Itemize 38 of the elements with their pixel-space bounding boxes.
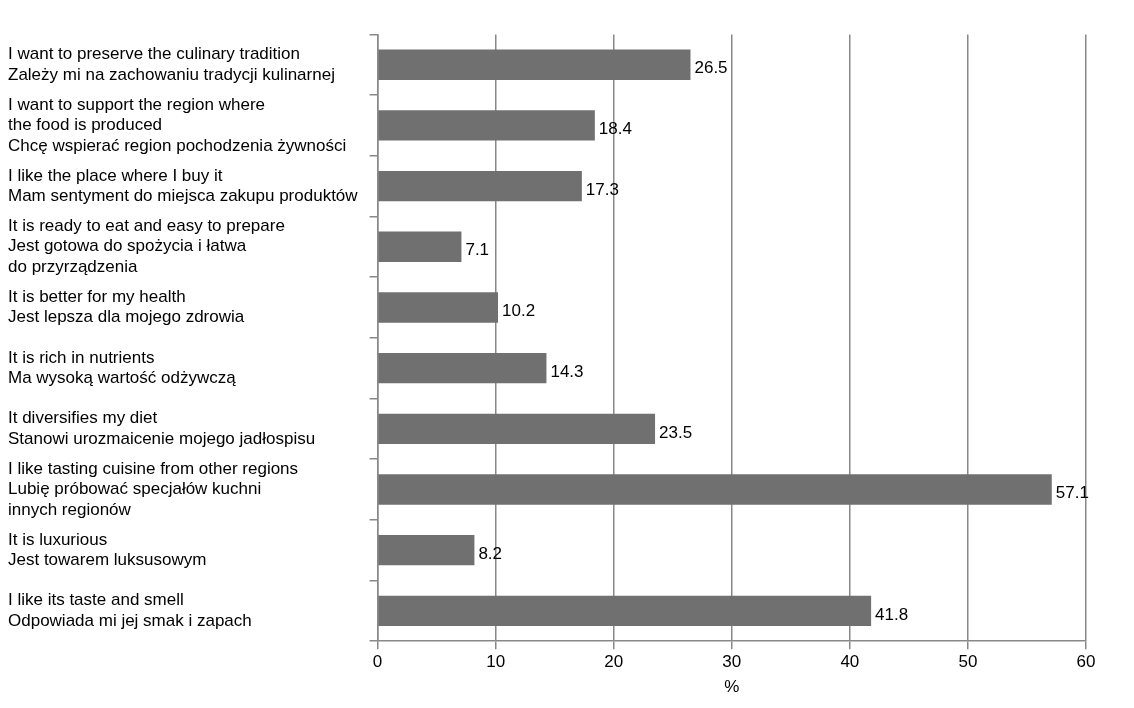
y-tick-label: I like the place where I buy it Mam sentyment do miejsca zakupu produktów bbox=[8, 165, 359, 205]
x-tick-label: 30 bbox=[722, 652, 742, 672]
y-tick-label: It is better for my health Jest lepsza dla mojego zdrowia bbox=[8, 286, 245, 327]
y-tick-label: I like its taste and smell Odpowiada mi jej smak i zapach bbox=[8, 590, 252, 630]
bar bbox=[378, 231, 462, 262]
bar bbox=[378, 595, 872, 627]
y-tick-label: It is luxurious Jest towarem luksusowym bbox=[8, 529, 207, 570]
y-tick-label: I like tasting cuisine from other regions Lubię próbować specjałów kuchni innych regionów bbox=[8, 458, 299, 519]
bar bbox=[378, 170, 582, 202]
y-tick-label: It diversifies my diet Stanowi urozmaicenie mojego jadłospisu bbox=[8, 408, 316, 448]
x-tick-label: 40 bbox=[840, 652, 860, 672]
x-axis-title: % bbox=[724, 677, 740, 697]
y-tick-label: I want to preserve the culinary tradition Zależy mi na zachowaniu tradycji kulinarnej bbox=[8, 44, 335, 84]
bar bbox=[378, 535, 475, 566]
bar bbox=[378, 292, 499, 323]
y-tick-label: I want to support the region where the food is produced Chcę wspierać region pochodzenia żywności bbox=[8, 94, 347, 155]
x-tick-label: 60 bbox=[1076, 652, 1096, 672]
x-tick-label: 0 bbox=[372, 652, 383, 672]
data-label: 57.1 bbox=[1055, 483, 1089, 503]
data-label: 26.5 bbox=[694, 58, 728, 78]
data-label: 23.5 bbox=[659, 422, 693, 442]
data-label: 14.3 bbox=[550, 361, 584, 381]
bar bbox=[378, 49, 691, 80]
data-label: 41.8 bbox=[875, 604, 909, 624]
data-label: 8.2 bbox=[478, 543, 503, 563]
bar bbox=[378, 352, 547, 384]
x-tick-label: 50 bbox=[958, 652, 978, 672]
bar bbox=[378, 474, 1052, 505]
y-tick-label: It is ready to eat and easy to prepare Jest gotowa do spożycia i łatwa do przyrządzenia bbox=[8, 216, 285, 276]
y-tick-label: It is rich in nutrients Ma wysoką wartość odżywczą bbox=[8, 347, 237, 388]
data-label: 7.1 bbox=[465, 240, 490, 260]
data-label: 10.2 bbox=[502, 301, 536, 321]
x-tick-label: 20 bbox=[604, 652, 624, 672]
bar bbox=[378, 413, 656, 444]
data-label: 18.4 bbox=[598, 119, 632, 139]
data-label: 17.3 bbox=[585, 179, 619, 199]
bar bbox=[378, 110, 595, 141]
x-tick-label: 10 bbox=[486, 652, 506, 672]
